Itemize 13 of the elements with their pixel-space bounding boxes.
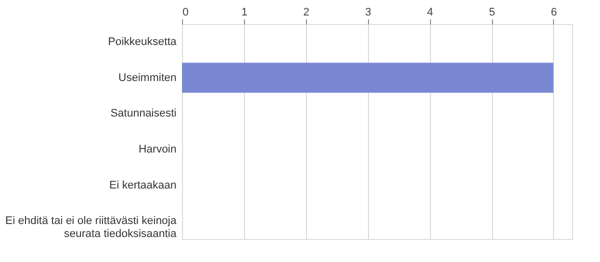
y-tick-label: Poikkeuksetta bbox=[108, 36, 178, 48]
y-tick-label: Ei ehditä tai ei ole riittävästi keinoja seurata tiedoksisaantia bbox=[5, 215, 178, 240]
x-tick-label: 2 bbox=[303, 6, 310, 18]
y-tick-label: Ei kertaakaan bbox=[109, 179, 176, 192]
y-tick-label: Satunnaisesti bbox=[110, 108, 176, 120]
y-tick-label: Harvoin bbox=[138, 143, 176, 156]
x-tick-label: 0 bbox=[182, 6, 189, 18]
y-tick-label: Useimmiten bbox=[118, 72, 176, 84]
x-tick-label: 5 bbox=[488, 6, 496, 18]
x-tick-label: 3 bbox=[365, 6, 372, 18]
x-tick-label: 6 bbox=[550, 6, 557, 18]
x-tick-label: 4 bbox=[427, 6, 434, 18]
x-tick-label: 1 bbox=[241, 6, 248, 18]
